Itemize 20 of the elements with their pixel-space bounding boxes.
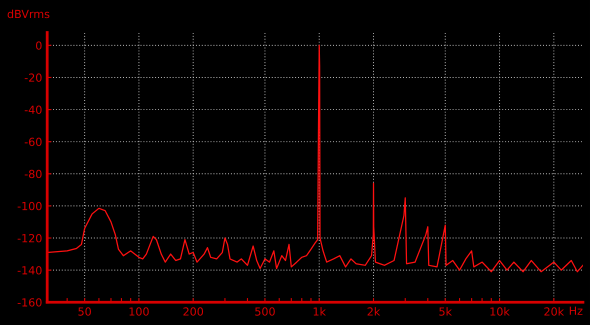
y-tick-label: -80 — [24, 170, 42, 178]
x-tick-label: 1k — [314, 307, 326, 316]
y-tick-label: -20 — [24, 73, 42, 82]
y-tick-label: -140 — [18, 266, 42, 275]
x-tick-label: 20k — [544, 307, 564, 316]
x-tick-label: 2k — [368, 307, 380, 316]
y-axis-title: dBVrms — [8, 10, 50, 18]
y-tick-label: -160 — [18, 298, 42, 307]
y-tick-label: -40 — [24, 106, 42, 114]
x-axis-title: Hz — [570, 306, 582, 315]
x-tick-label: 5k — [439, 307, 452, 316]
x-tick-label: 50 — [78, 307, 91, 316]
y-tick-label: 0 — [36, 41, 42, 50]
y-tick-label: -100 — [18, 202, 42, 210]
x-tick-label: 200 — [183, 307, 204, 316]
y-tick-label: -120 — [18, 234, 42, 242]
x-tick-label: 10k — [490, 307, 510, 316]
x-tick-label: 500 — [255, 307, 275, 316]
x-tick-label: 100 — [130, 307, 149, 316]
y-tick-label: -60 — [24, 138, 42, 146]
